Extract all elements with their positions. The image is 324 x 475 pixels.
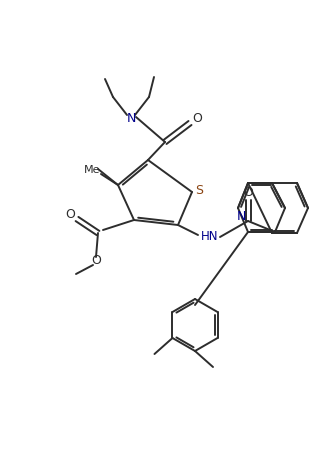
Text: Me: Me — [84, 165, 100, 175]
Text: O: O — [91, 255, 101, 267]
Text: O: O — [65, 209, 75, 221]
Text: N: N — [126, 113, 136, 125]
Text: O: O — [243, 186, 253, 199]
Text: S: S — [195, 183, 203, 197]
Text: N: N — [236, 209, 246, 222]
Text: HN: HN — [201, 230, 219, 244]
Text: O: O — [192, 112, 202, 124]
